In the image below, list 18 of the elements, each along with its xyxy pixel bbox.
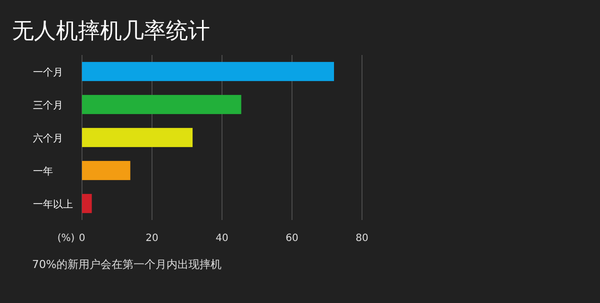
bar xyxy=(82,128,193,148)
y-tick-label: 六个月 xyxy=(33,132,63,144)
x-tick-label: 80 xyxy=(356,233,368,244)
y-tick-label: 三个月 xyxy=(33,100,63,112)
x-tick-label: 0 xyxy=(78,233,86,244)
bar xyxy=(82,194,92,214)
chart-title: 无人机摔机几率统计 xyxy=(12,19,210,44)
x-tick-label: 20 xyxy=(146,233,158,244)
bar xyxy=(82,94,242,114)
bar xyxy=(82,160,130,180)
y-tick-label: 一年 xyxy=(33,166,53,178)
text: 70%的新用户会在第一个月内出现摔机 xyxy=(32,258,222,271)
x-axis-title: (%) xyxy=(57,233,75,244)
y-tick-label: 一个月 xyxy=(33,66,63,78)
x-tick-label: 60 xyxy=(286,233,298,244)
bar xyxy=(82,62,334,82)
y-tick-label: 一年以上 xyxy=(33,198,73,210)
x-tick-label: 40 xyxy=(216,233,228,244)
